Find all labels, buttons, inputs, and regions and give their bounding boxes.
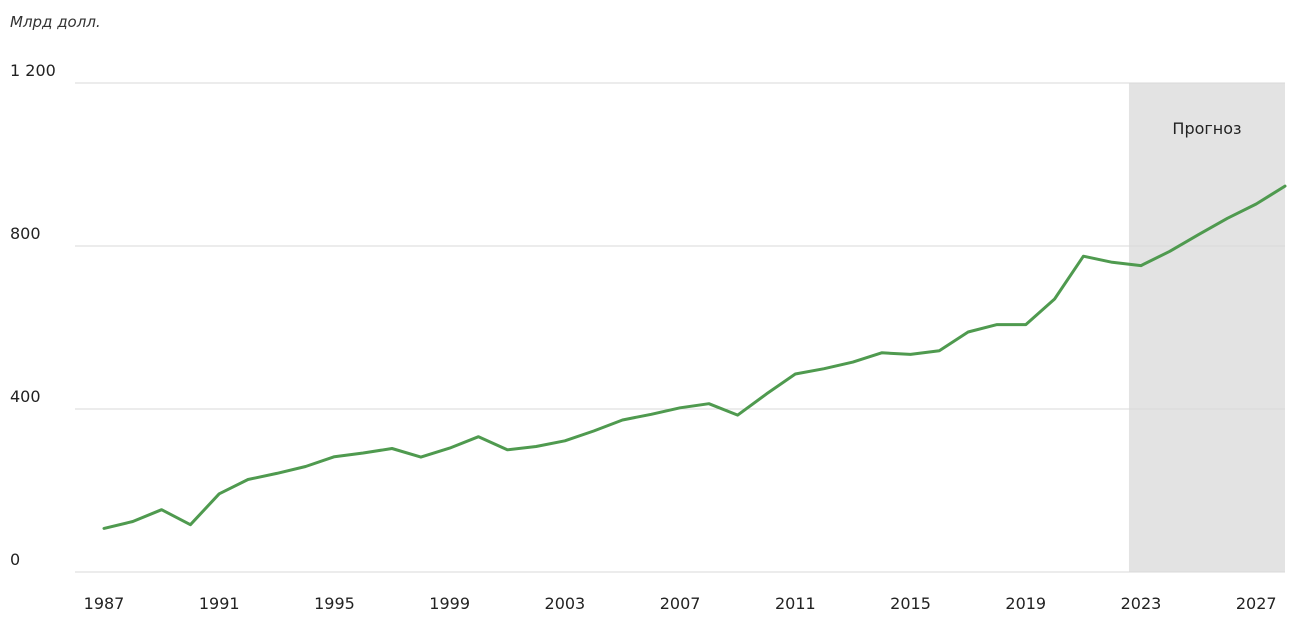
y-axis-unit-label: Млрд долл. [10, 13, 101, 31]
x-tick-label-1999: 1999 [429, 594, 470, 613]
series-line [102, 184, 1287, 530]
x-tick-label-1995: 1995 [314, 594, 355, 613]
forecast-label: Прогноз [1172, 119, 1241, 138]
x-tick-label-2007: 2007 [660, 594, 701, 613]
forecast-band-layer [1128, 83, 1285, 572]
series-line-layer [102, 184, 1287, 530]
x-axis-ticks: 1987 1991 1995 1999 2003 2007 2011 2015 2019 2023… [84, 594, 1277, 613]
x-tick-label-2027: 2027 [1236, 594, 1277, 613]
x-tick-label-2015: 2015 [890, 594, 931, 613]
x-tick-label-1991: 1991 [199, 594, 240, 613]
gridlines [75, 82, 1285, 573]
x-tick-label-2003: 2003 [545, 594, 586, 613]
x-tick-label-2023: 2023 [1121, 594, 1162, 613]
y-tick-label-0: 0 [10, 550, 20, 569]
y-tick-label-800: 800 [10, 224, 41, 243]
forecast-label-layer: Прогноз [1172, 119, 1241, 138]
x-tick-label-1987: 1987 [84, 594, 125, 613]
x-tick-label-2019: 2019 [1005, 594, 1046, 613]
y-tick-label-1200: 1 200 [10, 61, 56, 80]
y-axis-ticks: 0 400 800 1 200 [10, 61, 56, 569]
forecast-band [1128, 83, 1285, 572]
x-tick-label-2011: 2011 [775, 594, 816, 613]
y-tick-label-400: 400 [10, 387, 41, 406]
